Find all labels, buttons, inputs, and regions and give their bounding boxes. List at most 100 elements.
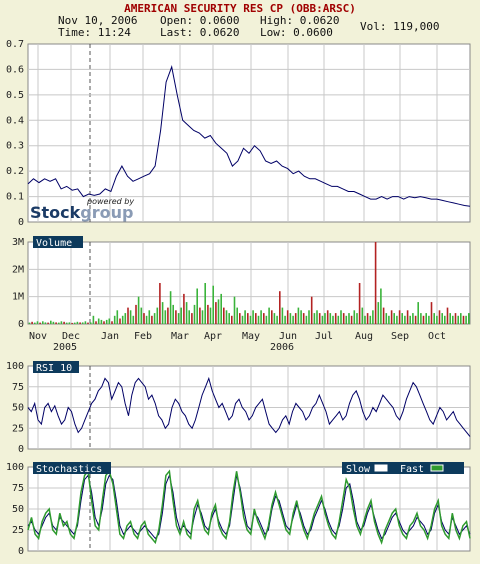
volume-bar (321, 315, 324, 324)
volume-bar (244, 310, 246, 324)
volume-bar (460, 313, 462, 324)
volume-bar (84, 321, 87, 324)
volume-bar (68, 322, 71, 324)
volume-bar (231, 315, 233, 324)
volume-bar (284, 315, 286, 324)
volume-bar (334, 313, 337, 324)
volume-bar (196, 288, 198, 324)
volume-bar (100, 319, 103, 324)
volume-bar (31, 321, 33, 324)
volume-bar (73, 322, 76, 324)
stoch-label-bg (33, 462, 111, 474)
volume-label: Volume (36, 238, 72, 249)
volume-bar (308, 310, 310, 324)
volume-bar (159, 283, 161, 324)
volume-bar (257, 315, 260, 324)
volume-bar (204, 283, 206, 324)
volume-bar (441, 313, 443, 324)
volume-bar (385, 313, 388, 324)
stoch-axis-ytick: 100 (6, 462, 24, 473)
volume-bar (468, 313, 470, 324)
volume-bar (65, 322, 68, 324)
volume-panel-frame (27, 241, 471, 325)
volume-bar (28, 322, 31, 324)
volume-bar (209, 307, 212, 324)
month-label-jan: Jan (101, 331, 119, 342)
volume-bar (241, 315, 244, 324)
volume-bar (313, 313, 316, 324)
chart-title: AMERICAN SECURITY RES CP (OBB:ARSC) (124, 2, 356, 15)
price-axis-ytick: 0.6 (6, 64, 24, 75)
logo-powered-by: powered by (86, 197, 134, 206)
volume-bar (148, 310, 151, 324)
month-label-jun: Jun (279, 331, 297, 342)
volume-bar (92, 315, 95, 324)
stoch-axis-ytick: 0 (18, 546, 24, 557)
volume-bar (81, 322, 84, 324)
volume-bar (132, 315, 135, 324)
volume-bar (318, 313, 321, 324)
volume-bar (310, 296, 313, 324)
volume-bar (252, 310, 254, 324)
volume-bar (207, 304, 209, 324)
volume-bar (289, 313, 292, 324)
volume-axis-ytick: 3M (12, 237, 24, 248)
volume-bar (52, 321, 55, 324)
price-axis-ytick: 0.1 (6, 192, 24, 203)
volume-bar (356, 313, 358, 324)
volume-bar (433, 313, 435, 324)
volume-bar (39, 322, 41, 324)
volume-bar (444, 315, 446, 324)
volume-bar (140, 307, 143, 324)
volume-bar (124, 313, 127, 324)
stoch-fast-line (27, 469, 471, 545)
volume-bar (414, 315, 417, 324)
volume-bar (225, 310, 228, 324)
stoch-label: Stochastics (36, 464, 102, 475)
volume-bar (247, 313, 249, 324)
volume-bar (273, 313, 276, 324)
volume-bar (388, 315, 390, 324)
month-label-aug: Aug (355, 331, 373, 342)
month-label-sep: Sep (391, 331, 409, 342)
volume-bar (79, 322, 81, 324)
volume-bar (167, 307, 169, 324)
volume-bar (452, 315, 454, 324)
volume-bar (358, 283, 361, 324)
volume-bar (337, 315, 340, 324)
volume-bar (42, 321, 44, 324)
volume-bar (105, 319, 108, 324)
rsi-line (27, 376, 471, 437)
month-label-oct: Oct (428, 331, 446, 342)
volume-bar (286, 310, 289, 324)
quote-high: High: 0.0620 (260, 14, 340, 27)
month-label-mar: Mar (171, 331, 189, 342)
volume-bar (361, 307, 364, 324)
price-axis-ytick: 0.4 (6, 115, 24, 126)
volume-bar (406, 310, 409, 324)
stoch-axis-ytick: 50 (12, 504, 24, 515)
volume-bar (396, 315, 398, 324)
legend-fast-label: Fast (400, 464, 424, 475)
volume-bar (382, 307, 385, 324)
legend-slow-label: Slow (346, 464, 371, 475)
volume-bar (71, 322, 73, 324)
quote-open: Open: 0.0600 (160, 14, 240, 27)
price-axis-ytick: 0 (18, 217, 24, 228)
rsi-axis-ytick: 0 (18, 444, 24, 455)
quote-low: Low: 0.0600 (260, 26, 333, 39)
volume-bar (233, 296, 236, 324)
volume-bar (199, 307, 201, 324)
volume-bar (372, 310, 374, 324)
volume-bar (169, 291, 172, 324)
volume-bar (271, 310, 273, 324)
volume-bar (129, 310, 132, 324)
volume-bar (404, 315, 406, 324)
volume-bar (183, 293, 185, 324)
volume-bar (212, 285, 214, 324)
volume-bar (191, 313, 193, 324)
volume-bar (87, 322, 89, 324)
volume-bar (390, 310, 393, 324)
volume-bar (350, 315, 353, 324)
volume-bar (345, 315, 348, 324)
